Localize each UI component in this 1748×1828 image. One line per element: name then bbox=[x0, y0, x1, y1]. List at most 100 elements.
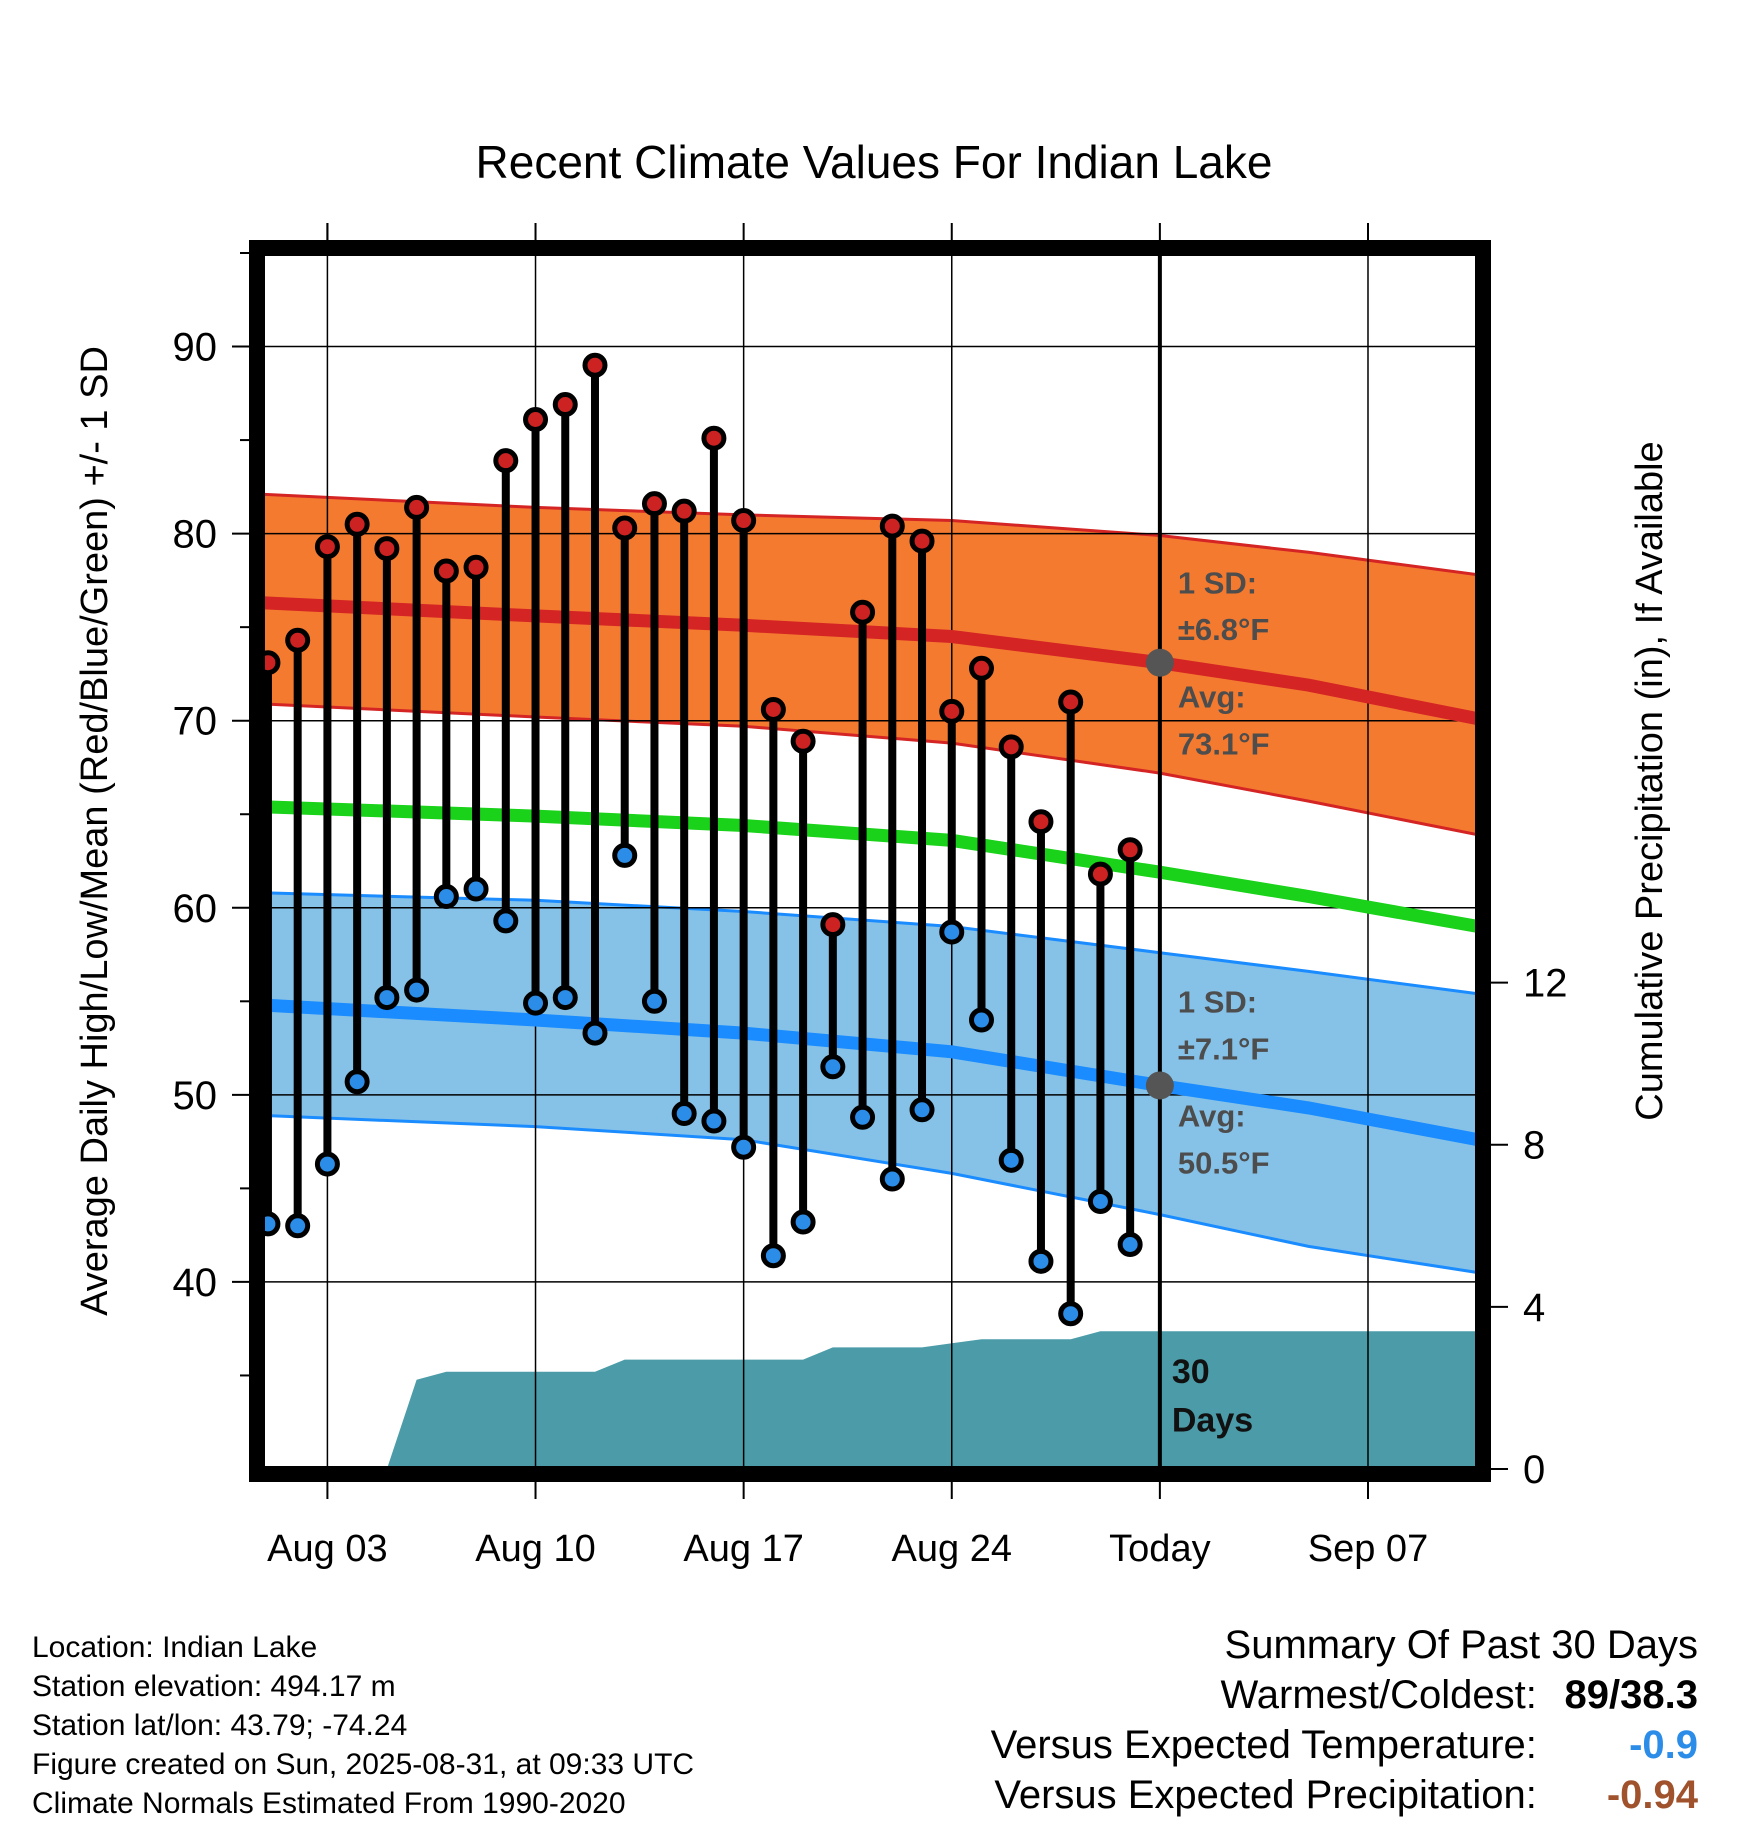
precip-area bbox=[267, 1331, 1478, 1469]
daily-high-point bbox=[523, 406, 549, 432]
today-high-marker bbox=[1145, 648, 1174, 677]
today-days-annotation: Days bbox=[1172, 1402, 1253, 1440]
daily-high-point bbox=[1058, 689, 1084, 715]
plot-frame bbox=[249, 240, 1491, 1482]
daily-high-point bbox=[998, 734, 1024, 760]
daily-high-point bbox=[820, 912, 846, 938]
summary-panel: Summary Of Past 30 Days Warmest/Coldest:… bbox=[991, 1620, 1698, 1820]
daily-low-point bbox=[820, 1054, 846, 1080]
daily-high-point bbox=[939, 698, 965, 724]
daily-high-point bbox=[344, 511, 370, 537]
daily-high-point bbox=[463, 554, 489, 580]
daily-high-point bbox=[1028, 809, 1054, 835]
temp-value: -0.9 bbox=[1629, 1723, 1698, 1767]
daily-high-point bbox=[760, 696, 786, 722]
daily-low-point bbox=[731, 1134, 757, 1160]
daily-high-point bbox=[374, 536, 400, 562]
created-text: Figure created on Sun, 2025-08-31, at 09… bbox=[32, 1748, 695, 1781]
daily-low-point bbox=[879, 1166, 905, 1192]
daily-low-point bbox=[850, 1104, 876, 1130]
low-avg-annotation: 50.5°F bbox=[1178, 1145, 1270, 1180]
daily-low-point bbox=[493, 908, 519, 934]
x-tick-label: Today bbox=[1109, 1528, 1210, 1570]
daily-high-point bbox=[612, 515, 638, 541]
daily-high-point bbox=[285, 627, 311, 653]
y2-tick-label: 12 bbox=[1523, 962, 1568, 1006]
high-avg-annotation: Avg: bbox=[1178, 680, 1246, 715]
high-sd-annotation: ±6.8°F bbox=[1178, 612, 1269, 647]
temp-label: Versus Expected Temperature: bbox=[990, 1723, 1537, 1767]
climate-chart: 1 SD: ±6.8°F Avg: 73.1°F 1 SD: ±7.1°F Avg: 50.5… bbox=[74, 136, 1671, 1570]
low-avg-annotation: Avg: bbox=[1178, 1099, 1246, 1134]
high-avg-annotation: 73.1°F bbox=[1178, 726, 1270, 761]
daily-low-point bbox=[701, 1108, 727, 1134]
today-low-marker bbox=[1145, 1071, 1174, 1100]
daily-low-point bbox=[582, 1020, 608, 1046]
x-tick-label: Aug 24 bbox=[892, 1528, 1012, 1570]
daily-low-point bbox=[523, 990, 549, 1016]
daily-low-point bbox=[344, 1069, 370, 1095]
daily-low-point bbox=[612, 842, 638, 868]
daily-high-point bbox=[641, 491, 667, 517]
normals-text: Climate Normals Estimated From 1990-2020 bbox=[32, 1787, 626, 1820]
station-info: Location: Indian Lake Station elevation:… bbox=[32, 1628, 694, 1823]
daily-low-point bbox=[1117, 1232, 1143, 1258]
precip-label: Versus Expected Precipitation: bbox=[994, 1773, 1537, 1817]
daily-low-point bbox=[909, 1097, 935, 1123]
daily-low-point bbox=[404, 977, 430, 1003]
daily-high-point bbox=[701, 425, 727, 451]
y-tick-label: 80 bbox=[173, 513, 218, 557]
daily-high-point bbox=[404, 494, 430, 520]
daily-low-point bbox=[671, 1101, 697, 1127]
daily-low-point bbox=[939, 919, 965, 945]
daily-high-point bbox=[433, 558, 459, 584]
precip-value: -0.94 bbox=[1606, 1773, 1698, 1817]
daily-low-point bbox=[285, 1213, 311, 1239]
y-tick-label: 50 bbox=[173, 1074, 218, 1118]
plot-area bbox=[262, 253, 1478, 1469]
summary-warmest-row: Warmest/Coldest: 89/38.3 bbox=[991, 1670, 1699, 1720]
low-sd-annotation: 1 SD: bbox=[1178, 985, 1257, 1020]
y-axis-label: Average Daily High/Low/Mean (Red/Blue/Gr… bbox=[74, 346, 116, 1316]
x-tick-label: Aug 03 bbox=[267, 1528, 387, 1570]
daily-low-point bbox=[790, 1209, 816, 1235]
daily-low-point bbox=[998, 1147, 1024, 1173]
y2-tick-label: 4 bbox=[1523, 1286, 1545, 1330]
daily-high-point bbox=[671, 498, 697, 524]
daily-low-point bbox=[760, 1243, 786, 1269]
summary-precip-row: Versus Expected Precipitation: -0.94 bbox=[991, 1770, 1698, 1820]
daily-high-point bbox=[1087, 861, 1113, 887]
y2-tick-label: 0 bbox=[1523, 1448, 1545, 1492]
daily-high-point bbox=[968, 655, 994, 681]
y-tick-label: 90 bbox=[173, 326, 218, 370]
today-days-annotation: 30 bbox=[1172, 1353, 1210, 1391]
summary-temp-row: Versus Expected Temperature: -0.9 bbox=[991, 1720, 1698, 1770]
daily-low-point bbox=[1058, 1301, 1084, 1327]
chart-title: Recent Climate Values For Indian Lake bbox=[476, 136, 1273, 188]
elevation-text: Station elevation: 494.17 m bbox=[32, 1670, 396, 1703]
daily-high-point bbox=[493, 448, 519, 474]
daily-low-point bbox=[1028, 1248, 1054, 1274]
high-sd-annotation: 1 SD: bbox=[1178, 565, 1257, 600]
normal-low-line bbox=[262, 998, 1478, 1147]
daily-low-point bbox=[641, 988, 667, 1014]
latlon-text: Station lat/lon: 43.79; -74.24 bbox=[32, 1709, 408, 1742]
daily-low-point bbox=[374, 985, 400, 1011]
daily-high-point bbox=[314, 534, 340, 560]
daily-low-point bbox=[314, 1151, 340, 1177]
warmest-value: 89/38.3 bbox=[1564, 1673, 1698, 1717]
y-tick-label: 70 bbox=[173, 700, 218, 744]
daily-high-point bbox=[731, 508, 757, 534]
warmest-label: Warmest/Coldest: bbox=[1220, 1673, 1537, 1717]
daily-low-point bbox=[262, 1211, 281, 1237]
daily-high-point bbox=[879, 513, 905, 539]
daily-low-point bbox=[968, 1007, 994, 1033]
x-tick-label: Sep 07 bbox=[1308, 1528, 1428, 1570]
daily-high-point bbox=[262, 650, 281, 676]
x-tick-label: Aug 17 bbox=[683, 1528, 803, 1570]
daily-low-point bbox=[463, 876, 489, 902]
daily-low-point bbox=[1087, 1188, 1113, 1214]
y2-axis-label: Cumulative Precipitation (in), If Availa… bbox=[1629, 441, 1671, 1120]
daily-high-point bbox=[552, 392, 578, 418]
daily-high-point bbox=[582, 352, 608, 378]
